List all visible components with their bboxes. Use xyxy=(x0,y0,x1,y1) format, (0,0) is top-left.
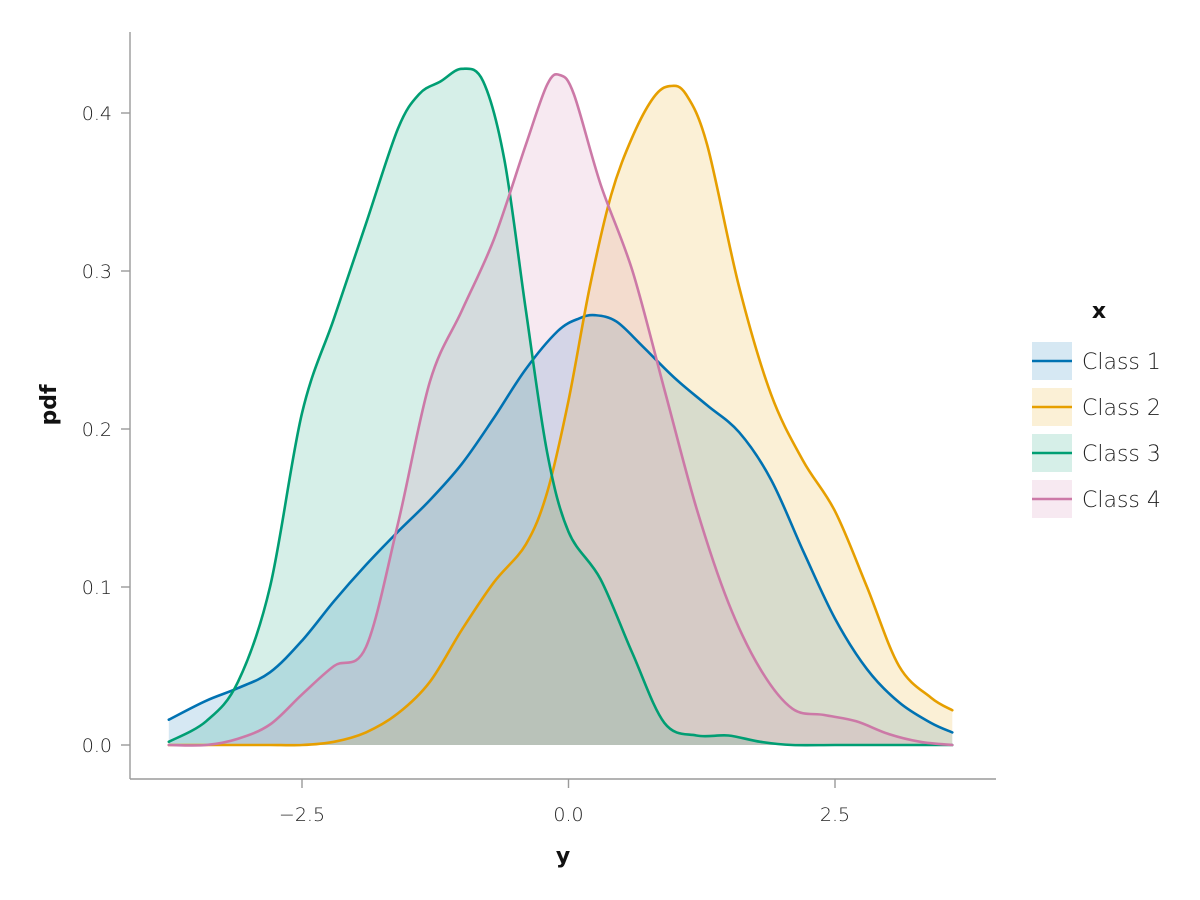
legend-label-class-3: Class 3 xyxy=(1082,442,1161,467)
class-3-line xyxy=(167,67,954,747)
class-4-line xyxy=(167,72,954,747)
y-tick-label: 0.0 xyxy=(82,735,112,757)
y-tick-label: 0.3 xyxy=(82,261,112,283)
x-tick-label: 2.5 xyxy=(820,804,850,826)
class-2-line xyxy=(167,84,954,747)
x-axis-label: y xyxy=(556,844,570,869)
class-4-area xyxy=(168,74,953,746)
density-areas xyxy=(168,68,953,746)
y-tick-label: 0.4 xyxy=(82,103,112,125)
density-lines xyxy=(167,67,954,747)
x-axis-ticks: −2.5 0.0 2.5 xyxy=(279,779,850,826)
class-3-area xyxy=(168,68,953,746)
legend-label-class-4: Class 4 xyxy=(1082,488,1161,513)
class-2-area xyxy=(168,85,953,746)
legend-label-class-2: Class 2 xyxy=(1082,396,1161,421)
x-tick-label: −2.5 xyxy=(279,804,325,826)
legend-title: x xyxy=(1092,299,1106,324)
y-tick-label: 0.2 xyxy=(82,419,112,441)
x-tick-label: 0.0 xyxy=(553,804,583,826)
y-axis-ticks: 0.0 0.1 0.2 0.3 0.4 xyxy=(82,103,130,757)
class-1-area xyxy=(168,315,953,745)
class-1-line xyxy=(167,313,954,734)
y-axis-label: pdf xyxy=(37,384,62,425)
legend: x Class 1 Class 2 Class 3 Class 4 xyxy=(1032,299,1161,518)
legend-label-class-1: Class 1 xyxy=(1082,350,1161,375)
y-tick-label: 0.1 xyxy=(82,577,112,599)
